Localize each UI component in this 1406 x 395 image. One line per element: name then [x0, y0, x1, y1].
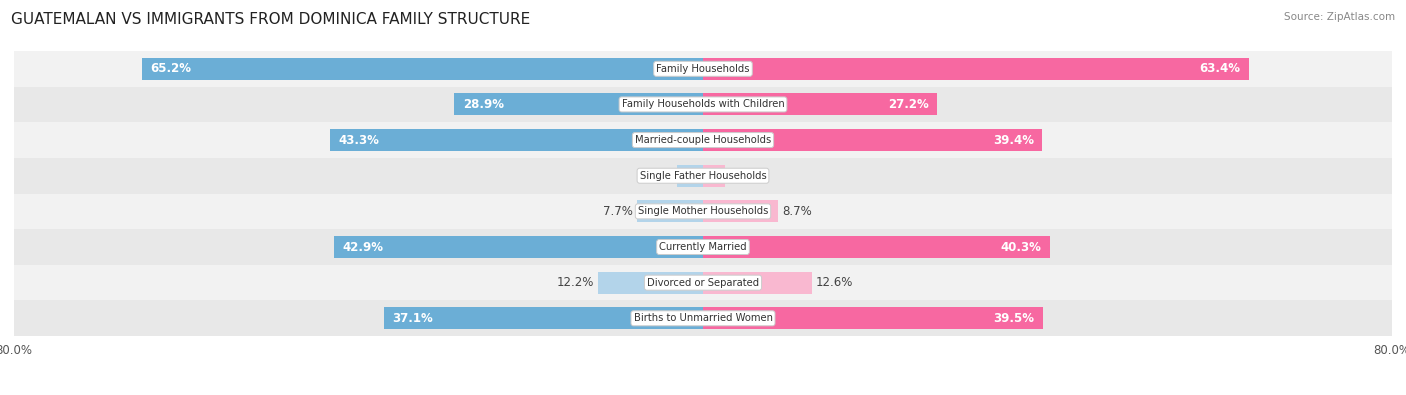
Bar	[14, 87, 1392, 122]
Bar	[637, 200, 703, 222]
Bar	[703, 307, 1043, 329]
Text: 43.3%: 43.3%	[339, 134, 380, 147]
Text: Family Households with Children: Family Households with Children	[621, 100, 785, 109]
Bar	[703, 129, 1042, 151]
Text: 8.7%: 8.7%	[782, 205, 813, 218]
Bar	[703, 236, 1050, 258]
Text: Married-couple Households: Married-couple Households	[636, 135, 770, 145]
Text: Family Households: Family Households	[657, 64, 749, 74]
Bar	[330, 129, 703, 151]
Text: 28.9%: 28.9%	[463, 98, 503, 111]
Text: 12.2%: 12.2%	[557, 276, 593, 289]
Text: GUATEMALAN VS IMMIGRANTS FROM DOMINICA FAMILY STRUCTURE: GUATEMALAN VS IMMIGRANTS FROM DOMINICA F…	[11, 12, 530, 27]
Bar	[14, 194, 1392, 229]
Bar	[14, 158, 1392, 194]
Text: 27.2%: 27.2%	[887, 98, 928, 111]
Text: 42.9%: 42.9%	[342, 241, 384, 254]
Text: 2.5%: 2.5%	[728, 169, 759, 182]
Bar	[384, 307, 703, 329]
Text: Source: ZipAtlas.com: Source: ZipAtlas.com	[1284, 12, 1395, 22]
Text: 40.3%: 40.3%	[1001, 241, 1042, 254]
Text: 12.6%: 12.6%	[815, 276, 853, 289]
Text: 39.5%: 39.5%	[994, 312, 1035, 325]
Text: Births to Unmarried Women: Births to Unmarried Women	[634, 313, 772, 324]
Bar	[333, 236, 703, 258]
Text: 3.0%: 3.0%	[643, 169, 673, 182]
Text: 7.7%: 7.7%	[603, 205, 633, 218]
Bar	[703, 165, 724, 187]
Text: Divorced or Separated: Divorced or Separated	[647, 278, 759, 288]
Legend: Guatemalan, Immigrants from Dominica: Guatemalan, Immigrants from Dominica	[541, 392, 865, 395]
Bar	[14, 122, 1392, 158]
Text: Single Father Households: Single Father Households	[640, 171, 766, 181]
Bar	[703, 272, 811, 294]
Bar	[142, 58, 703, 80]
Text: Currently Married: Currently Married	[659, 242, 747, 252]
Bar	[14, 265, 1392, 301]
Bar	[14, 229, 1392, 265]
Text: 37.1%: 37.1%	[392, 312, 433, 325]
Bar	[454, 93, 703, 115]
Bar	[598, 272, 703, 294]
Text: 39.4%: 39.4%	[993, 134, 1033, 147]
Bar	[14, 301, 1392, 336]
Text: 63.4%: 63.4%	[1199, 62, 1240, 75]
Text: 65.2%: 65.2%	[150, 62, 191, 75]
Text: Single Mother Households: Single Mother Households	[638, 206, 768, 216]
Bar	[14, 51, 1392, 87]
Bar	[703, 200, 778, 222]
Bar	[678, 165, 703, 187]
Bar	[703, 58, 1249, 80]
Bar	[703, 93, 938, 115]
